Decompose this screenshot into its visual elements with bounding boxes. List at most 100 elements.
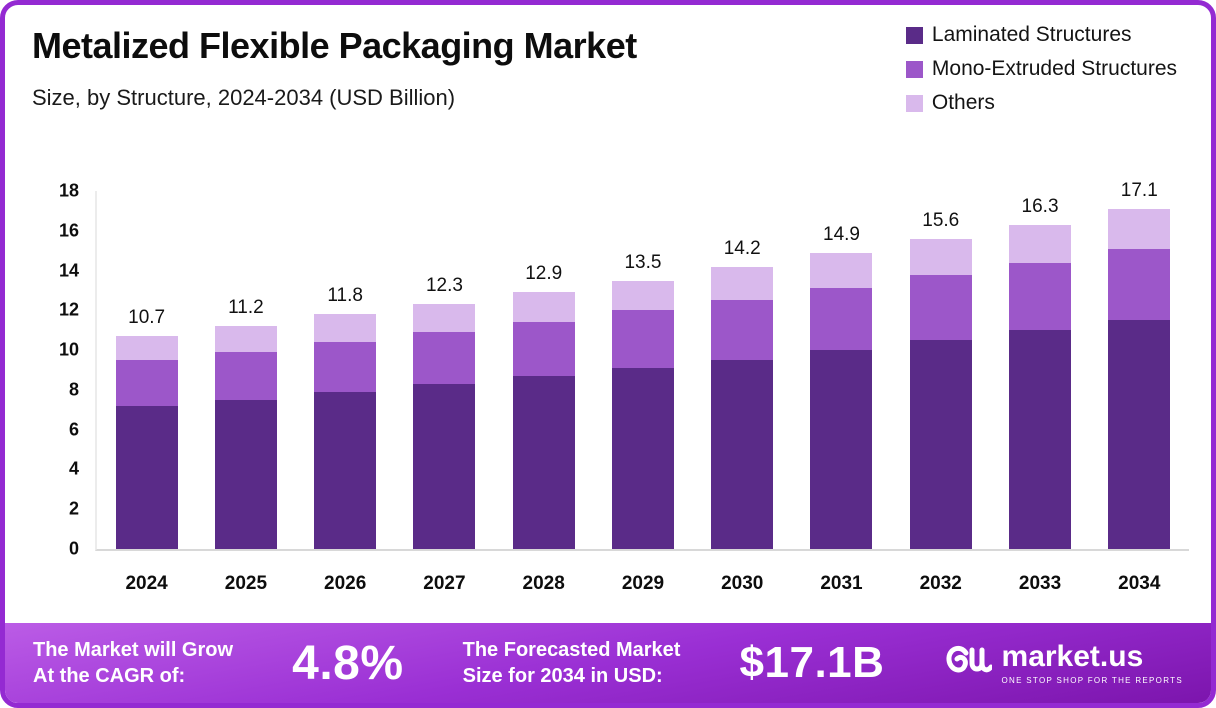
bar-segment <box>810 350 873 549</box>
marketus-logo-icon <box>944 641 994 686</box>
bar-total-label: 14.2 <box>723 237 761 259</box>
legend-item: Others <box>905 87 1177 119</box>
bar-column: 11.8 2026 <box>296 191 395 594</box>
bar-segment <box>1108 320 1171 549</box>
bar-segment <box>214 352 277 400</box>
bar-column: 17.1 2034 <box>1090 180 1189 594</box>
bar-column: 12.9 2028 <box>494 191 593 594</box>
bar-column: 14.9 2031 <box>792 191 891 594</box>
bar-total-label: 10.7 <box>128 307 166 329</box>
bar-segment <box>909 238 972 275</box>
bar-segment <box>611 280 674 311</box>
bar-total-label: 11.2 <box>228 297 264 319</box>
x-axis-label: 2030 <box>721 573 764 594</box>
x-axis-label: 2024 <box>125 573 168 594</box>
y-axis-tick-label: 6 <box>68 419 79 440</box>
stacked-bar <box>810 252 873 549</box>
stacked-bar <box>611 280 674 549</box>
bar-column: 10.7 2024 <box>97 191 196 594</box>
bar-segment <box>711 266 774 301</box>
bar-segment <box>1009 262 1072 331</box>
bar-total-label: 13.5 <box>624 251 662 273</box>
legend-item: Laminated Structures <box>905 19 1177 51</box>
legend-label: Mono-Extruded Structures <box>931 57 1177 80</box>
legend-swatch-icon <box>905 26 923 44</box>
y-axis-tick-label: 12 <box>58 299 79 320</box>
bar-column: 16.3 2033 <box>990 191 1089 594</box>
plot-area: 10.7 2024 11.2 2025 11.8 2026 12.3 2027 12.9 2028… <box>95 180 1189 594</box>
bar-column: 14.2 2030 <box>693 191 792 594</box>
y-axis-tick-label: 10 <box>58 339 79 360</box>
x-axis-label: 2029 <box>621 573 665 594</box>
bar-total-label: 14.9 <box>823 223 860 245</box>
footer-banner-content: The Market will Grow At the CAGR of: 4.8… <box>5 623 1211 703</box>
legend: Laminated Structures Mono-Extruded Struct… <box>905 19 1177 119</box>
bar-total-label: 12.9 <box>525 263 563 285</box>
stacked-bar <box>909 238 972 549</box>
legend-swatch-icon <box>905 60 923 78</box>
bar-segment <box>810 288 873 351</box>
bar-segment <box>1009 330 1072 549</box>
forecast-label-line2: Size for 2034 in USD: <box>462 665 663 687</box>
stacked-bar <box>214 326 277 549</box>
legend-swatch-icon <box>905 94 923 112</box>
bar-column: 11.2 2025 <box>196 191 295 594</box>
bar-segment <box>413 383 476 549</box>
chart-title: Metalized Flexible Packaging Market <box>32 25 637 66</box>
stacked-bar <box>115 336 178 549</box>
bar-total-label: 15.6 <box>922 209 960 231</box>
bar-total-label: 12.3 <box>425 275 463 297</box>
y-axis-tick-label: 0 <box>68 538 79 559</box>
bar-total-label: 11.8 <box>327 285 363 307</box>
footer-banner: The Market will Grow At the CAGR of: 4.8… <box>5 623 1211 703</box>
x-axis-label: 2034 <box>1118 573 1161 594</box>
bar-total-label: 17.1 <box>1120 179 1158 201</box>
bar-segment <box>810 252 873 289</box>
marketus-logo: market.us ONE STOP SHOP FOR THE REPORTS <box>944 641 1183 686</box>
plot-columns: 10.7 2024 11.2 2025 11.8 2026 12.3 2027 12.9 2028… <box>97 180 1189 594</box>
legend-label: Others <box>931 91 995 114</box>
marketus-logo-tagline: ONE STOP SHOP FOR THE REPORTS <box>1001 675 1183 685</box>
cagr-label: The Market will Grow At the CAGR of: <box>33 637 233 689</box>
bar-segment <box>1009 224 1072 263</box>
bar-column: 15.6 2032 <box>891 191 990 594</box>
x-axis-label: 2031 <box>820 573 863 594</box>
forecast-label: The Forecasted Market Size for 2034 in U… <box>463 637 681 689</box>
bar-segment <box>909 340 972 549</box>
marketus-logo-text: market.us <box>1001 639 1144 673</box>
stacked-bar <box>1108 208 1171 549</box>
bar-column: 13.5 2029 <box>593 191 692 594</box>
y-axis: 0 2 4 6 8 10 12 14 16 18 <box>41 181 87 559</box>
y-axis-tick-label: 18 <box>58 180 79 201</box>
cagr-value: 4.8% <box>292 636 404 690</box>
stacked-bar <box>413 304 476 549</box>
bar-segment <box>1108 248 1171 321</box>
forecast-value: $17.1B <box>739 638 885 687</box>
x-axis-label: 2027 <box>423 573 466 594</box>
bar-segment <box>214 399 277 549</box>
legend-item: Mono-Extruded Structures <box>905 53 1177 85</box>
bar-segment <box>115 405 178 549</box>
legend-label: Laminated Structures <box>931 23 1132 46</box>
x-axis-label: 2032 <box>919 573 962 594</box>
bar-segment <box>413 332 476 384</box>
stacked-bar <box>314 314 377 549</box>
x-axis-label: 2026 <box>324 573 367 594</box>
x-axis-label: 2028 <box>522 573 565 594</box>
bar-segment <box>314 342 377 392</box>
bar-segment <box>611 368 674 549</box>
cagr-label-line1: The Market will Grow <box>33 639 234 661</box>
y-axis-tick-label: 4 <box>68 458 79 479</box>
stacked-bar <box>1009 224 1072 549</box>
forecast-label-line1: The Forecasted Market <box>462 639 681 661</box>
bar-segment <box>512 375 575 549</box>
bar-segment <box>214 326 277 353</box>
bar-segment <box>909 274 972 341</box>
bar-total-label: 16.3 <box>1021 195 1059 217</box>
bar-segment <box>115 360 178 406</box>
stacked-bar <box>711 266 774 549</box>
bar-segment <box>711 360 774 549</box>
bar-segment <box>611 310 674 369</box>
x-axis-label: 2033 <box>1018 573 1062 594</box>
